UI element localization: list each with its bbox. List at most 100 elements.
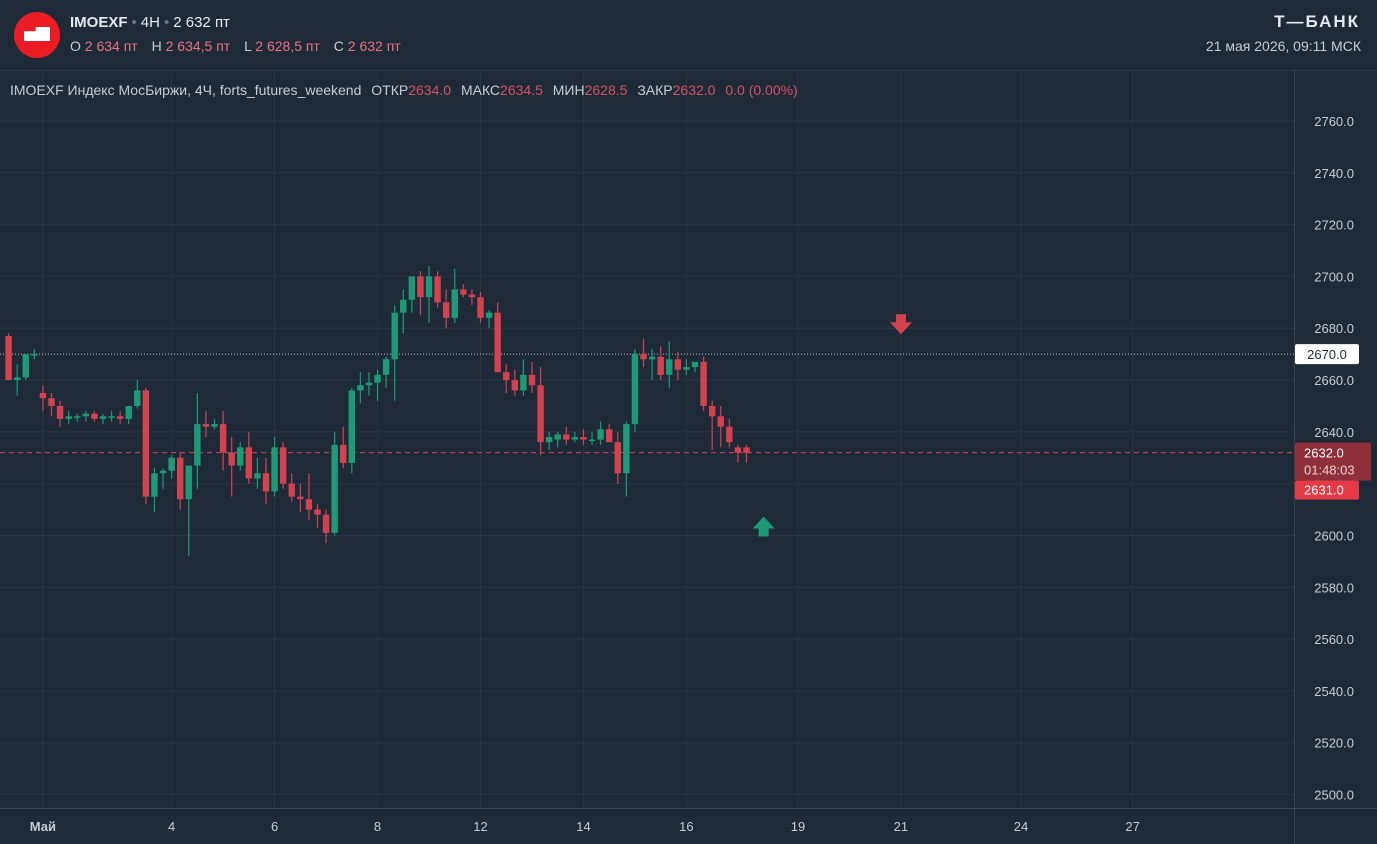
legend-low-label: МИН	[552, 82, 585, 98]
candle	[614, 431, 621, 484]
x-tick-label: Май	[30, 819, 56, 834]
candle	[623, 421, 630, 497]
legend-close-label: ЗАКР	[637, 82, 673, 98]
candle-body	[228, 452, 235, 466]
candle	[125, 405, 132, 425]
candle-body	[134, 390, 141, 406]
candle	[434, 271, 441, 308]
candle	[159, 468, 167, 489]
candle	[674, 351, 682, 381]
y-tick-label: 2680.0	[1314, 321, 1354, 336]
candle	[245, 431, 253, 484]
candle	[271, 437, 278, 497]
candle	[39, 385, 47, 412]
candle-body	[580, 437, 587, 440]
candle-body	[194, 424, 201, 466]
candle-body	[74, 416, 81, 418]
candle-body	[657, 356, 664, 375]
timeframe[interactable]: 4H	[140, 14, 160, 31]
candle	[726, 418, 733, 448]
low-value: 2 628,5 пт	[255, 38, 320, 54]
x-tick-label: 6	[271, 819, 278, 834]
candle	[194, 392, 201, 489]
candle	[485, 310, 493, 329]
candle	[374, 369, 381, 401]
open-label: O	[70, 38, 81, 54]
candle-body	[563, 434, 570, 440]
candle	[82, 411, 90, 422]
close-value: 2 632 пт	[347, 38, 401, 54]
candle	[211, 418, 218, 430]
candle-body	[168, 457, 175, 471]
candle-body	[279, 447, 287, 484]
x-tick-label: 14	[576, 819, 590, 834]
x-tick-label: 12	[473, 819, 487, 834]
candle	[400, 289, 407, 334]
candle-body	[743, 447, 750, 453]
candle-body	[22, 354, 29, 378]
candle-body	[211, 424, 218, 427]
candle	[56, 400, 64, 427]
candle-body	[588, 439, 596, 442]
candle	[357, 372, 364, 404]
candle	[219, 411, 227, 471]
brand-name: Т—БАНК	[1274, 12, 1360, 31]
candle-body	[708, 405, 716, 417]
candle-body	[528, 374, 536, 386]
symbol: IMOEXF	[70, 14, 128, 31]
candle	[297, 483, 304, 513]
candle-body	[48, 398, 55, 406]
candle-body	[503, 372, 510, 381]
candle	[322, 509, 330, 544]
candle	[545, 431, 553, 450]
candle	[451, 268, 458, 324]
last-price: 2 632 пт	[173, 14, 230, 31]
candle-body	[460, 289, 467, 295]
candle-body	[185, 465, 192, 500]
low-label: L	[244, 38, 252, 54]
candle	[31, 348, 38, 360]
level-price-label: 2670.0	[1307, 347, 1347, 362]
candle	[116, 411, 124, 425]
candle-body	[116, 416, 124, 419]
candle-body	[442, 302, 450, 318]
candle-body	[537, 385, 544, 443]
candle	[288, 473, 295, 502]
high-label: H	[151, 38, 162, 54]
candle	[606, 424, 613, 443]
candle-body	[391, 312, 398, 360]
candle	[185, 465, 192, 557]
ticker-line[interactable]: IMOEXF • 4H • 2 632 пт	[70, 14, 230, 31]
candle	[442, 289, 450, 329]
candle-body	[571, 437, 579, 440]
candle	[700, 356, 707, 412]
candle	[631, 348, 639, 432]
close-label: C	[333, 38, 344, 54]
candle	[168, 455, 175, 479]
candle-body	[717, 416, 724, 427]
candle-body	[631, 354, 639, 425]
candle-body	[314, 509, 321, 515]
candle-body	[417, 276, 424, 298]
candle-body	[357, 385, 364, 391]
x-tick-label: 27	[1125, 819, 1139, 834]
candle-body	[640, 354, 647, 360]
candle	[279, 442, 287, 489]
candle-body	[400, 299, 407, 313]
candle	[708, 400, 716, 450]
candle-body	[5, 336, 12, 381]
y-tick-label: 2640.0	[1314, 425, 1354, 440]
candle-body	[477, 297, 484, 318]
candle-body	[554, 434, 561, 440]
x-tick-label: 16	[679, 819, 693, 834]
candle-body	[297, 496, 304, 500]
candle-body	[13, 377, 21, 381]
candle	[108, 411, 115, 422]
candle-body	[691, 361, 699, 368]
candle-body	[734, 447, 742, 453]
candle-body	[408, 276, 416, 300]
legend-high-label: МАКС	[460, 82, 501, 98]
candle-body	[606, 429, 613, 443]
candle-body	[39, 392, 47, 399]
